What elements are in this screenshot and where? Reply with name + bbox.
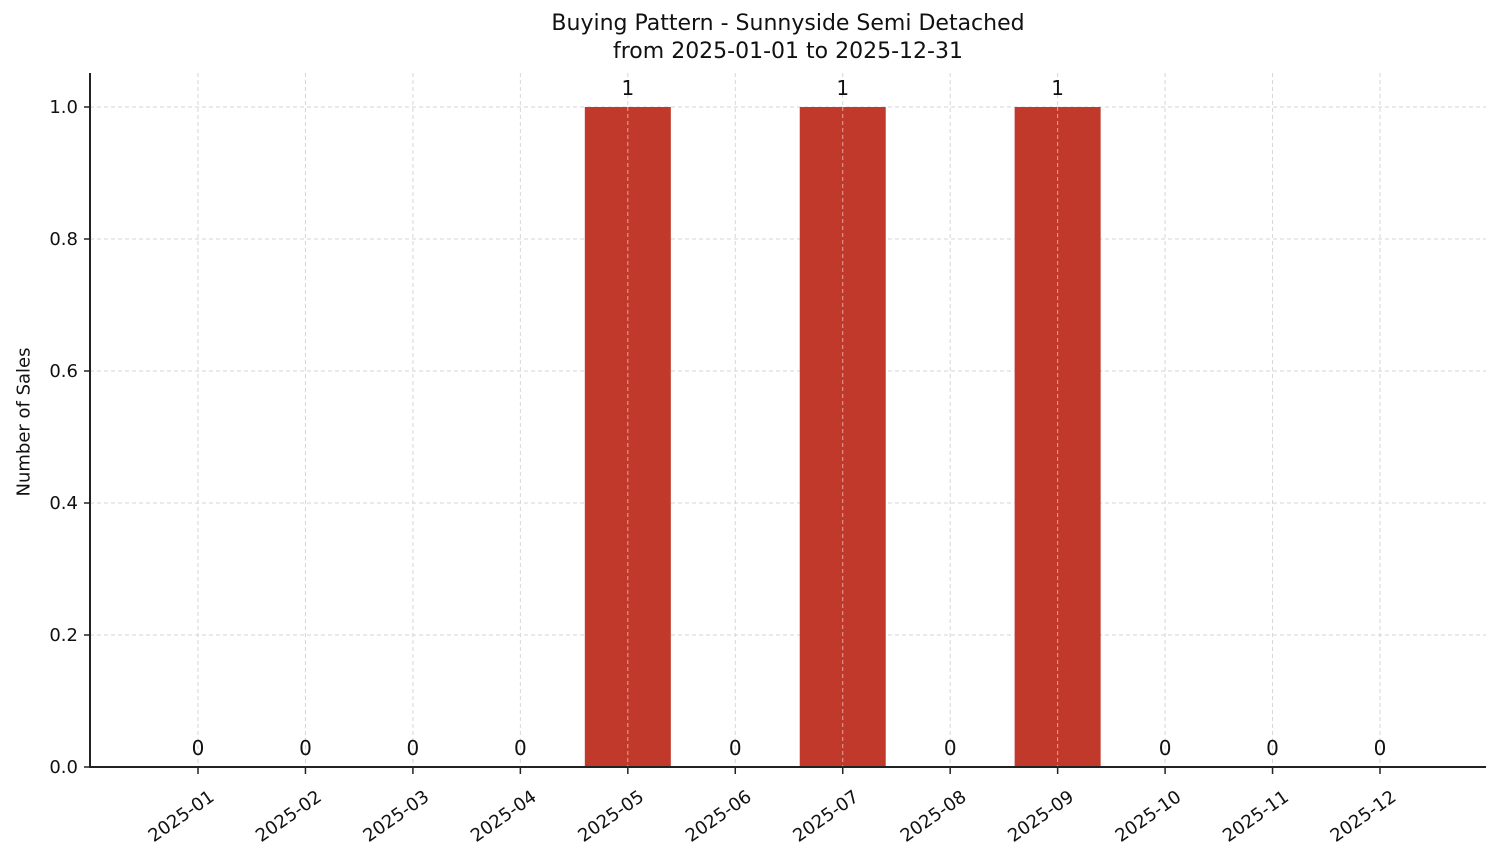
y-tick-label: 0.8: [49, 229, 78, 250]
y-tick-label: 1.0: [49, 97, 78, 118]
bar-value-label: 0: [299, 736, 312, 760]
bar-value-label: 0: [407, 736, 420, 760]
x-tick-label: 2025-06: [682, 786, 756, 846]
y-tick-label: 0.0: [49, 757, 78, 778]
y-tick-label: 0.2: [49, 625, 78, 646]
x-tick-label: 2025-01: [145, 786, 219, 846]
x-tick-label: 2025-07: [789, 786, 863, 846]
x-tick-label: 2025-10: [1112, 786, 1186, 846]
chart-title-main: Buying Pattern - Sunnyside Semi Detached: [551, 11, 1025, 36]
y-tick-label: 0.6: [49, 361, 78, 382]
chart-subtitle: from 2025-01-01 to 2025-12-31: [613, 39, 963, 64]
x-tick-label: 2025-02: [252, 786, 326, 846]
bar-value-label: 0: [944, 736, 957, 760]
bar-value-label: 0: [729, 736, 742, 760]
bar-value-label: 0: [192, 736, 205, 760]
bar-value-label: 0: [1159, 736, 1172, 760]
bar-value-label: 0: [1374, 736, 1387, 760]
bar-value-label: 1: [621, 76, 634, 100]
x-tick-label: 2025-12: [1327, 786, 1401, 846]
x-tick-label: 2025-03: [359, 786, 433, 846]
x-tick-label: 2025-11: [1219, 786, 1293, 846]
x-tick-label: 2025-04: [467, 786, 541, 846]
chart-title: Buying Pattern - Sunnyside Semi Detached…: [0, 10, 1501, 66]
x-tick-label: 2025-09: [1004, 786, 1078, 846]
bar-value-label: 1: [836, 76, 849, 100]
bar-value-label: 0: [1266, 736, 1279, 760]
x-tick-label: 2025-08: [897, 786, 971, 846]
y-tick-label: 0.4: [49, 493, 78, 514]
x-tick-label: 2025-05: [574, 786, 648, 846]
bar-value-label: 0: [514, 736, 527, 760]
bar-value-label: 1: [1051, 76, 1064, 100]
